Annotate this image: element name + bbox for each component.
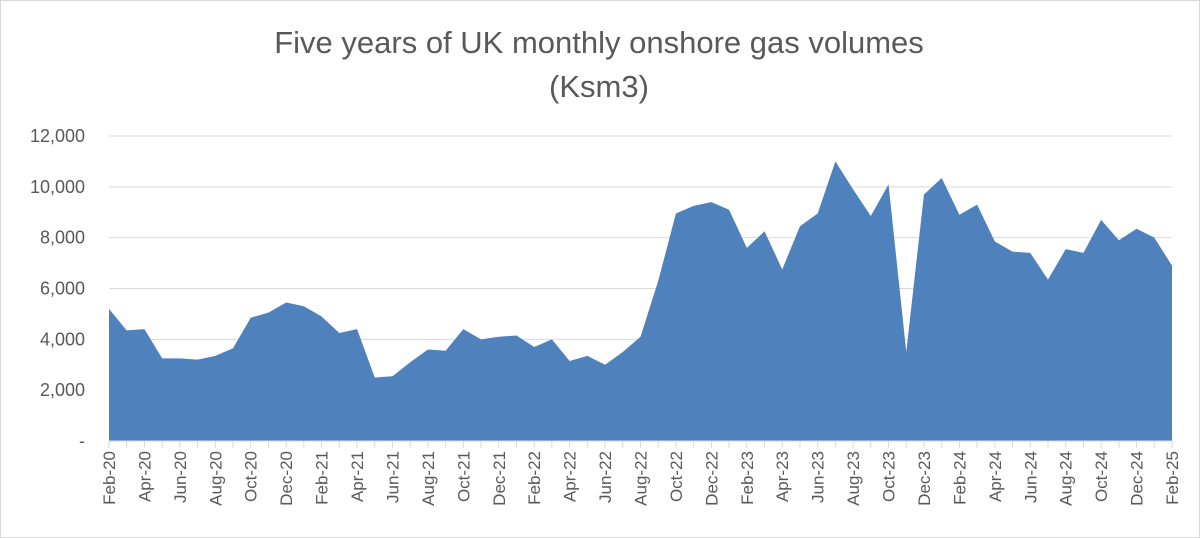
y-tick-label: 8,000 xyxy=(40,228,85,248)
x-tick-label: Jun-23 xyxy=(809,451,828,503)
x-tick-label: Feb-25 xyxy=(1163,451,1182,505)
y-tick-label: 10,000 xyxy=(30,177,85,197)
y-tick-label: 2,000 xyxy=(40,380,85,400)
y-tick-label: 6,000 xyxy=(40,279,85,299)
y-tick-label: - xyxy=(79,431,85,451)
x-tick-label: Jun-21 xyxy=(383,451,402,503)
x-tick-label: Oct-22 xyxy=(667,451,686,502)
x-tick-label: Oct-21 xyxy=(454,451,473,502)
x-tick-label: Dec-20 xyxy=(277,451,296,506)
y-axis: - 2,000 4,000 6,000 8,000 10,000 12,000 xyxy=(30,126,85,451)
area-series xyxy=(109,161,1172,442)
chart-title: Five years of UK monthly onshore gas vol… xyxy=(274,25,924,60)
x-tick-label: Aug-23 xyxy=(844,451,863,506)
x-tick-label: Dec-24 xyxy=(1128,451,1147,506)
x-tick-label: Dec-22 xyxy=(702,451,721,506)
x-tick-label: Jun-20 xyxy=(171,451,190,503)
x-tick-label: Feb-22 xyxy=(525,451,544,505)
x-tick-label: Aug-21 xyxy=(419,451,438,506)
x-tick-label: Apr-22 xyxy=(561,451,580,502)
x-tick-label: Oct-24 xyxy=(1092,451,1111,502)
x-tick-label: Feb-24 xyxy=(950,451,969,505)
x-tick-label: Oct-20 xyxy=(242,451,261,502)
x-tick-label: Oct-23 xyxy=(880,451,899,502)
chart-subtitle: (Ksm3) xyxy=(549,69,649,104)
y-tick-label: 12,000 xyxy=(30,126,85,146)
x-tick-label: Dec-21 xyxy=(490,451,509,506)
x-axis xyxy=(108,440,1173,448)
x-tick-label: Apr-21 xyxy=(348,451,367,502)
x-tick-label: Apr-23 xyxy=(773,451,792,502)
y-tick-label: 4,000 xyxy=(40,329,85,349)
x-tick-label: Apr-20 xyxy=(135,451,154,502)
x-tick-label: Aug-24 xyxy=(1057,451,1076,506)
plot-area xyxy=(109,161,1172,442)
x-tick-label: Jun-22 xyxy=(596,451,615,503)
x-tick-label: Aug-20 xyxy=(206,451,225,506)
x-tick-label: Feb-23 xyxy=(738,451,757,505)
x-tick-label: Feb-21 xyxy=(313,451,332,505)
x-tick-label: Feb-20 xyxy=(100,451,119,505)
x-tick-label: Jun-24 xyxy=(1021,451,1040,503)
x-tick-label: Apr-24 xyxy=(986,451,1005,502)
x-axis-labels: Feb-20 Apr-20 Jun-20 Aug-20 Oct-20 Dec-20 Feb-… xyxy=(100,451,1182,506)
x-tick-label: Dec-23 xyxy=(915,451,934,506)
x-tick-label: Aug-22 xyxy=(632,451,651,506)
